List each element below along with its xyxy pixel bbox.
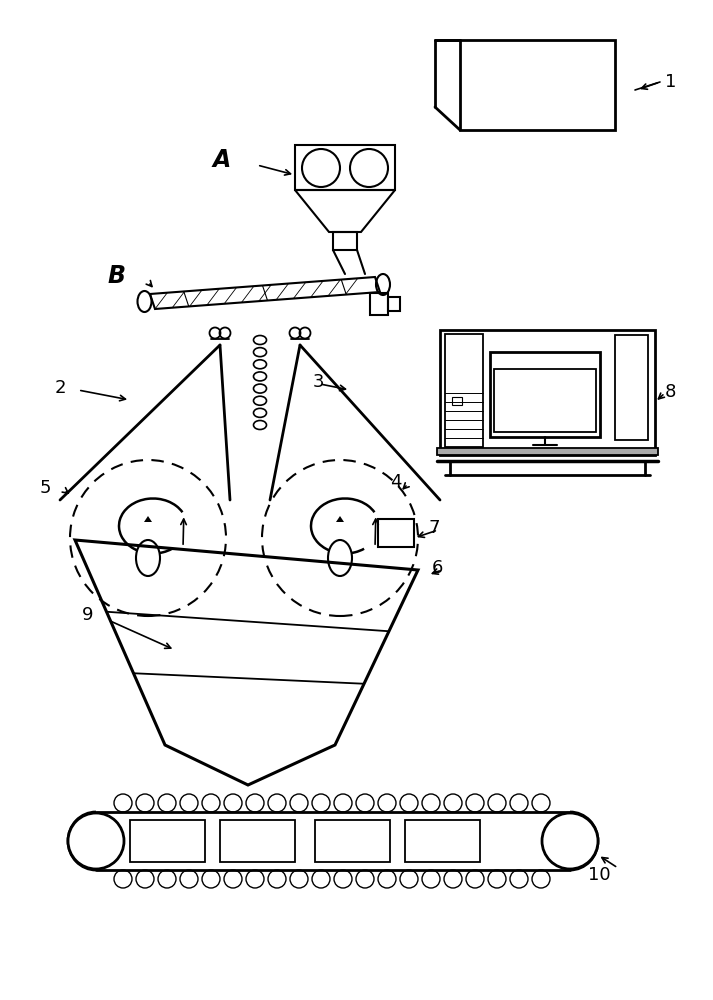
Bar — [378, 519, 414, 547]
Ellipse shape — [328, 540, 352, 576]
Text: 7: 7 — [428, 519, 439, 537]
Circle shape — [262, 460, 418, 616]
Bar — [460, 40, 615, 130]
Text: 10: 10 — [588, 866, 610, 884]
Text: B: B — [108, 264, 126, 288]
Text: 3: 3 — [313, 373, 324, 391]
Bar — [370, 293, 388, 315]
Bar — [220, 820, 295, 862]
Ellipse shape — [136, 540, 160, 576]
Bar — [490, 352, 600, 437]
Bar — [388, 297, 400, 311]
Text: 1: 1 — [665, 73, 677, 91]
Circle shape — [542, 813, 598, 869]
Bar — [445, 334, 483, 447]
Bar — [295, 145, 395, 190]
Bar — [130, 820, 205, 862]
Text: 8: 8 — [665, 383, 677, 401]
Polygon shape — [336, 516, 344, 522]
Text: 6: 6 — [432, 559, 443, 577]
Bar — [405, 820, 480, 862]
Circle shape — [70, 460, 226, 616]
Text: 2: 2 — [55, 379, 66, 397]
Bar — [315, 820, 390, 862]
Bar — [437, 448, 658, 455]
Bar — [615, 335, 648, 440]
Bar — [452, 397, 462, 405]
Text: 9: 9 — [82, 606, 93, 624]
Text: 5: 5 — [40, 479, 51, 497]
Bar — [440, 330, 655, 455]
Circle shape — [68, 813, 124, 869]
Text: 4: 4 — [390, 473, 401, 491]
Bar — [333, 232, 357, 250]
Text: A: A — [213, 148, 231, 172]
Bar — [494, 369, 596, 432]
Polygon shape — [144, 516, 152, 522]
